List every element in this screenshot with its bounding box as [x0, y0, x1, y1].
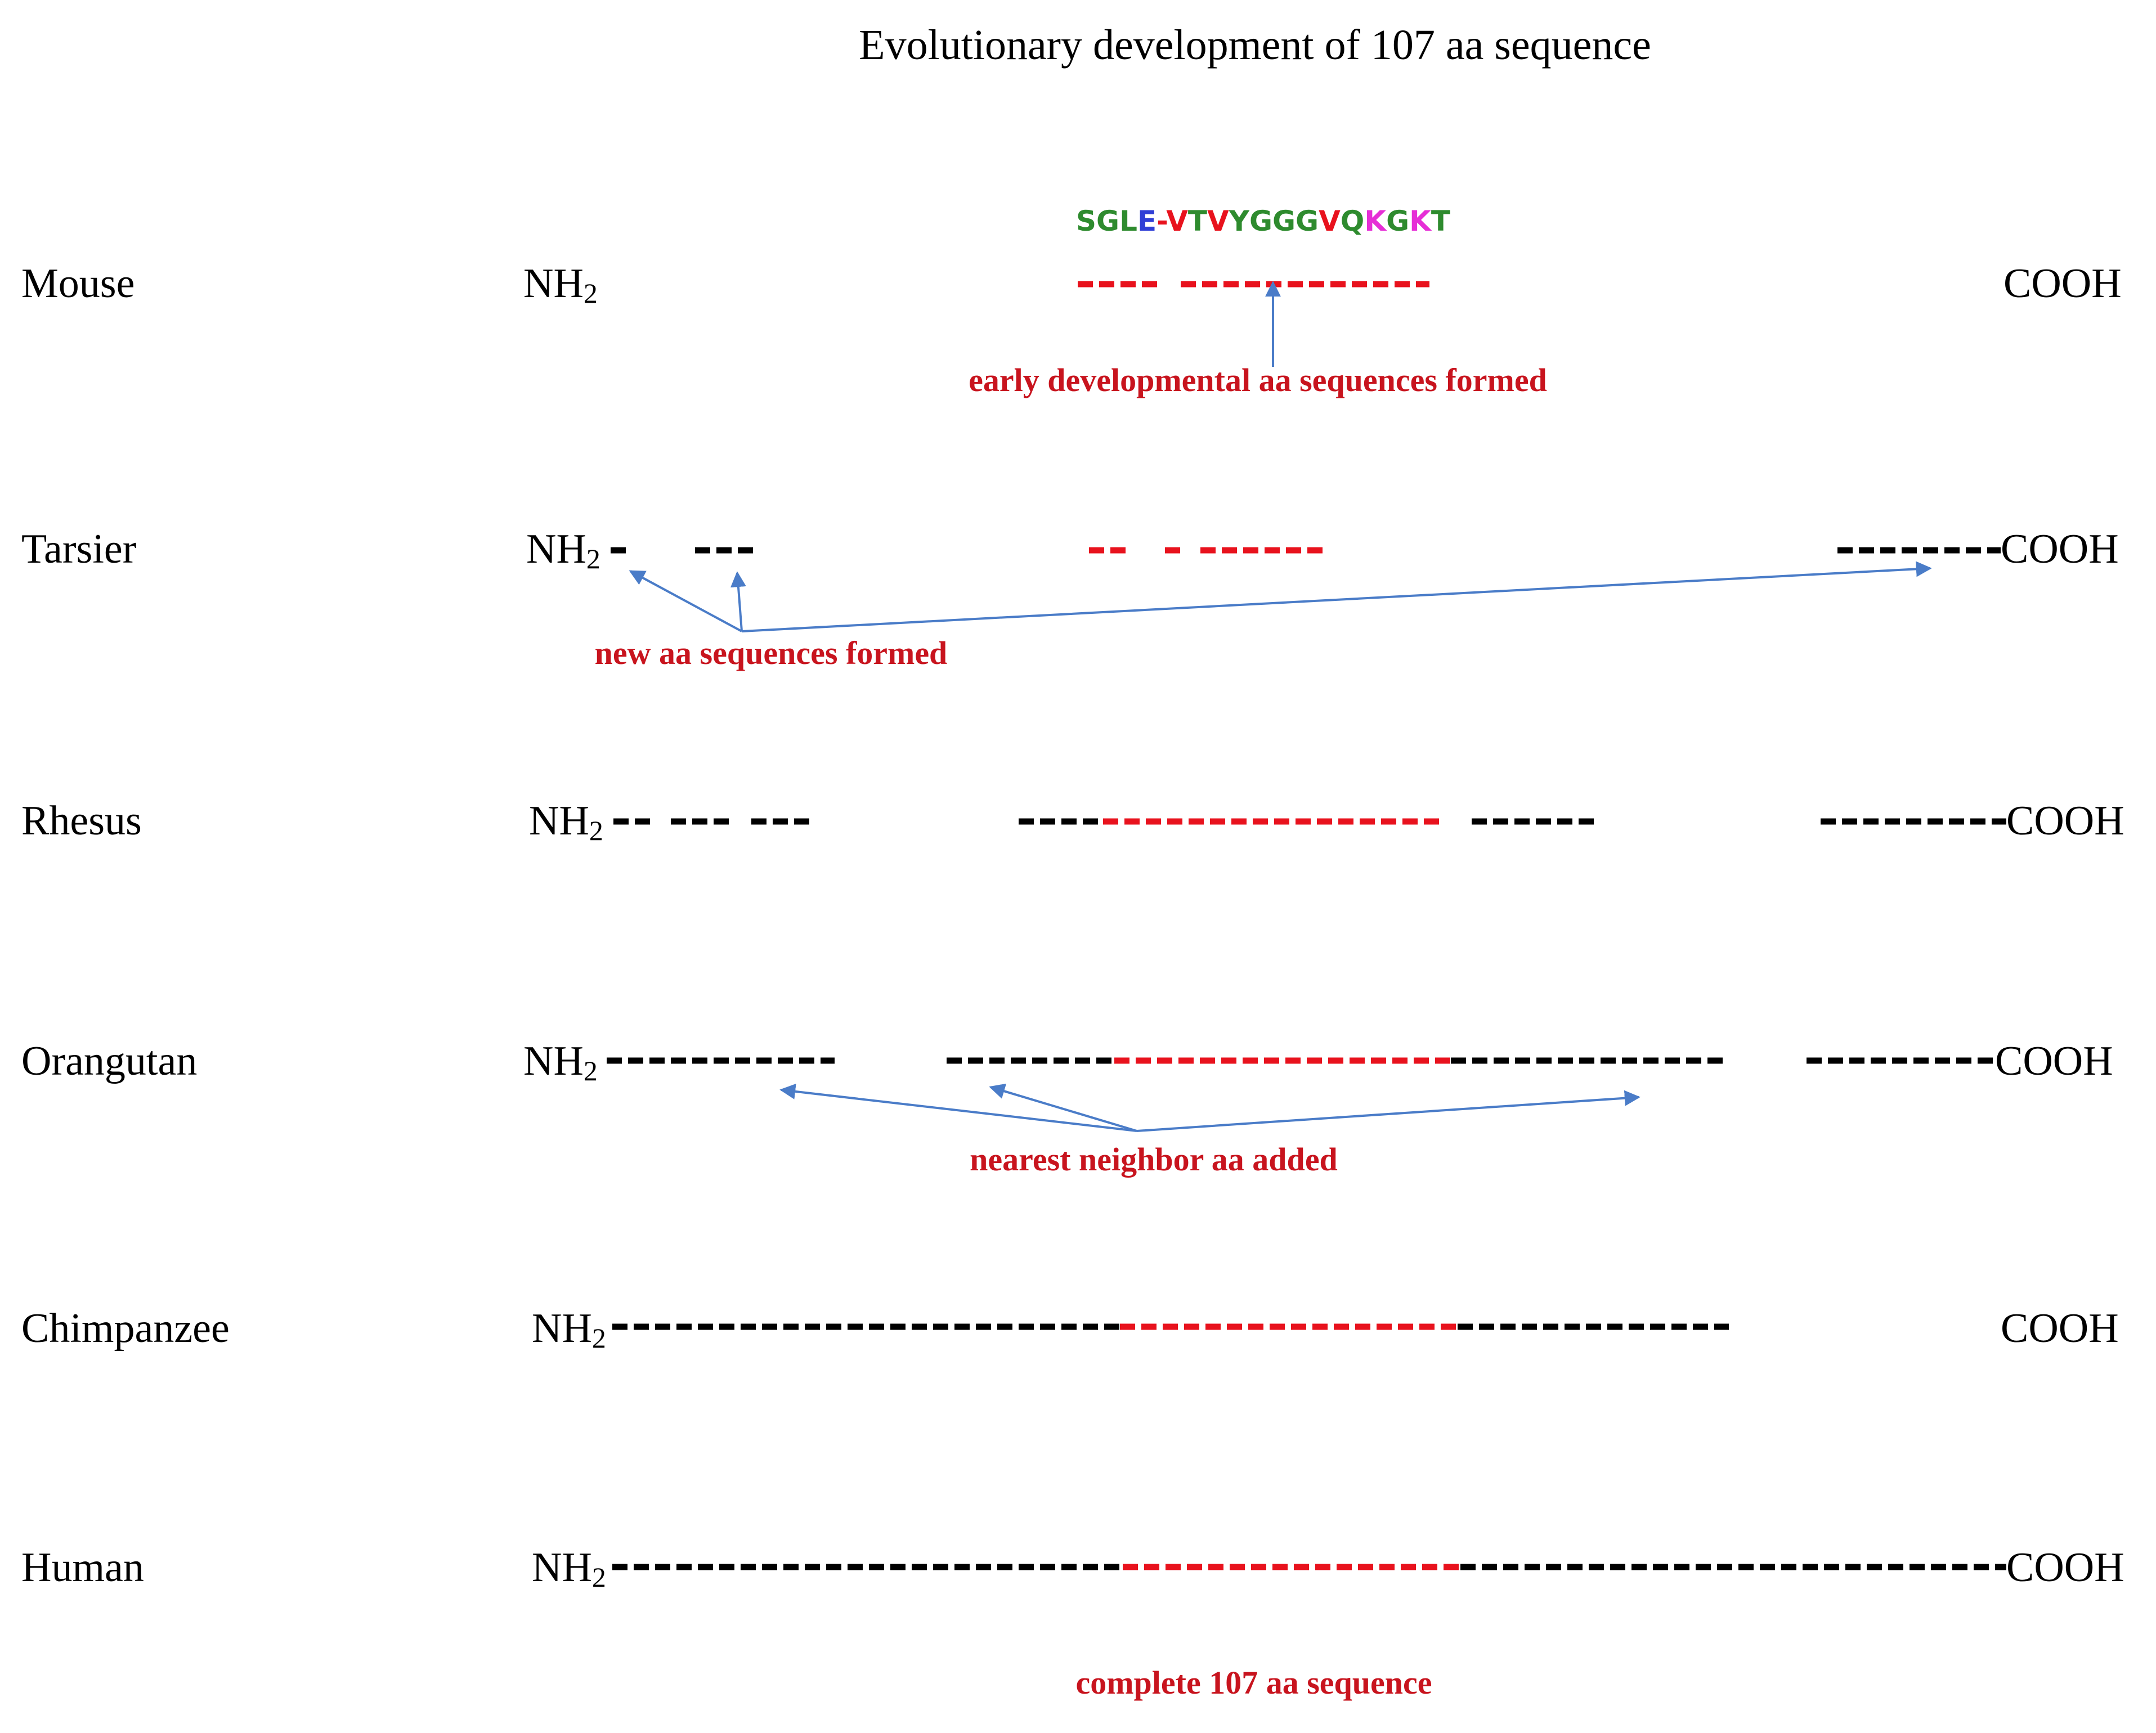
species-label-mouse: Mouse: [21, 261, 135, 307]
arrow-new-3: [741, 561, 1932, 632]
arrow-neighbor-3: [1136, 1090, 1640, 1132]
arrow-neighbor-1: [779, 1083, 1137, 1132]
species-label-chimpanzee: Chimpanzee: [21, 1305, 230, 1352]
cooh-label-rhesus: COOH: [2006, 798, 2124, 844]
arrow-neighbor-2: [989, 1083, 1137, 1132]
sequence-letter: G: [1249, 205, 1272, 237]
sequence-letter: Q: [1341, 205, 1365, 237]
species-label-rhesus: Rhesus: [21, 798, 142, 844]
sequence-letter: Y: [1229, 205, 1250, 237]
species-label-human: Human: [21, 1545, 144, 1591]
sequence-letter: E: [1137, 205, 1157, 237]
sequence-letter: G: [1272, 205, 1296, 237]
sequence-letter: V: [1207, 205, 1229, 237]
cooh-label-chimpanzee: COOH: [2001, 1305, 2119, 1352]
cooh-label-tarsier: COOH: [2001, 526, 2119, 572]
sequence-letter: K: [1409, 205, 1432, 237]
diagram-title: Evolutionary development of 107 aa seque…: [859, 21, 1651, 69]
nh2-label-orangutan: NH2: [523, 1038, 598, 1087]
nh2-label-rhesus: NH2: [529, 798, 603, 846]
sequence-letter: V: [1166, 205, 1188, 237]
species-label-orangutan: Orangutan: [21, 1038, 197, 1084]
sequence-letter: T: [1188, 205, 1207, 237]
sequence-letter: V: [1319, 205, 1341, 237]
sequence-letter: G: [1096, 205, 1119, 237]
annotation-complete: complete 107 aa sequence: [1075, 1664, 1432, 1701]
annotation-neighbor: nearest neighbor aa added: [970, 1141, 1338, 1178]
sequence-letter: K: [1364, 205, 1387, 237]
annotation-early: early developmental aa sequences formed: [969, 362, 1547, 398]
sequence-letter: -: [1157, 205, 1167, 237]
annotation-arrows: [629, 281, 1932, 1132]
cooh-label-orangutan: COOH: [1995, 1038, 2113, 1084]
nh2-label-chimpanzee: NH2: [532, 1305, 606, 1354]
sequence-letter: T: [1431, 205, 1450, 237]
sequence-letter: G: [1386, 205, 1409, 237]
sequence-letter: L: [1119, 205, 1137, 237]
cooh-label-mouse: COOH: [2003, 261, 2122, 307]
sequence-letter: S: [1076, 205, 1096, 237]
annotation-new: new aa sequences formed: [595, 635, 948, 671]
cooh-label-human: COOH: [2006, 1545, 2124, 1591]
sequence-segments: [607, 281, 2006, 1570]
nh2-label-human: NH2: [532, 1545, 606, 1593]
arrow-new-2: [730, 571, 746, 632]
sequence-letter: G: [1296, 205, 1319, 237]
species-label-tarsier: Tarsier: [21, 526, 136, 572]
sequence-label: SGLE-VTVYGGGVQKGKT: [1076, 205, 1450, 237]
arrow-new-1: [629, 570, 742, 632]
nh2-label-tarsier: NH2: [526, 526, 600, 574]
nh2-label-mouse: NH2: [523, 261, 598, 309]
